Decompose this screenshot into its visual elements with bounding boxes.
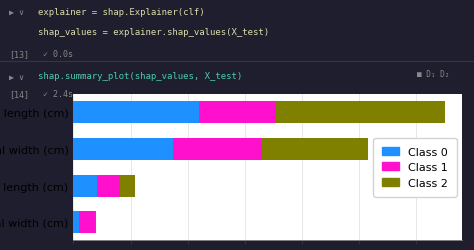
Text: [14]: [14]	[9, 90, 29, 99]
Bar	[120, 175, 135, 197]
Bar	[79, 212, 95, 234]
Text: ✓ 2.4s: ✓ 2.4s	[43, 90, 73, 99]
Bar	[262, 138, 368, 160]
Bar	[98, 175, 120, 197]
Text: ■ D₁ D₂: ■ D₁ D₂	[417, 70, 449, 79]
Bar	[173, 138, 262, 160]
Bar	[199, 102, 276, 124]
Legend: Class 0, Class 1, Class 2: Class 0, Class 1, Class 2	[374, 138, 456, 197]
Bar	[73, 212, 79, 234]
Text: explainer = shap.Explainer(clf): explainer = shap.Explainer(clf)	[38, 8, 205, 17]
Bar	[73, 138, 173, 160]
Text: [13]: [13]	[9, 50, 29, 59]
Text: ✓ 0.0s: ✓ 0.0s	[43, 50, 73, 59]
Text: shap_values = explainer.shap_values(X_test): shap_values = explainer.shap_values(X_te…	[38, 28, 269, 37]
Text: ▶ ∨: ▶ ∨	[9, 8, 25, 17]
Bar	[73, 102, 199, 124]
Text: shap.summary_plot(shap_values, X_test): shap.summary_plot(shap_values, X_test)	[38, 72, 242, 81]
Text: ▶ ∨: ▶ ∨	[9, 72, 25, 81]
Bar	[73, 175, 98, 197]
Bar	[276, 102, 445, 124]
Bar	[95, 212, 96, 234]
